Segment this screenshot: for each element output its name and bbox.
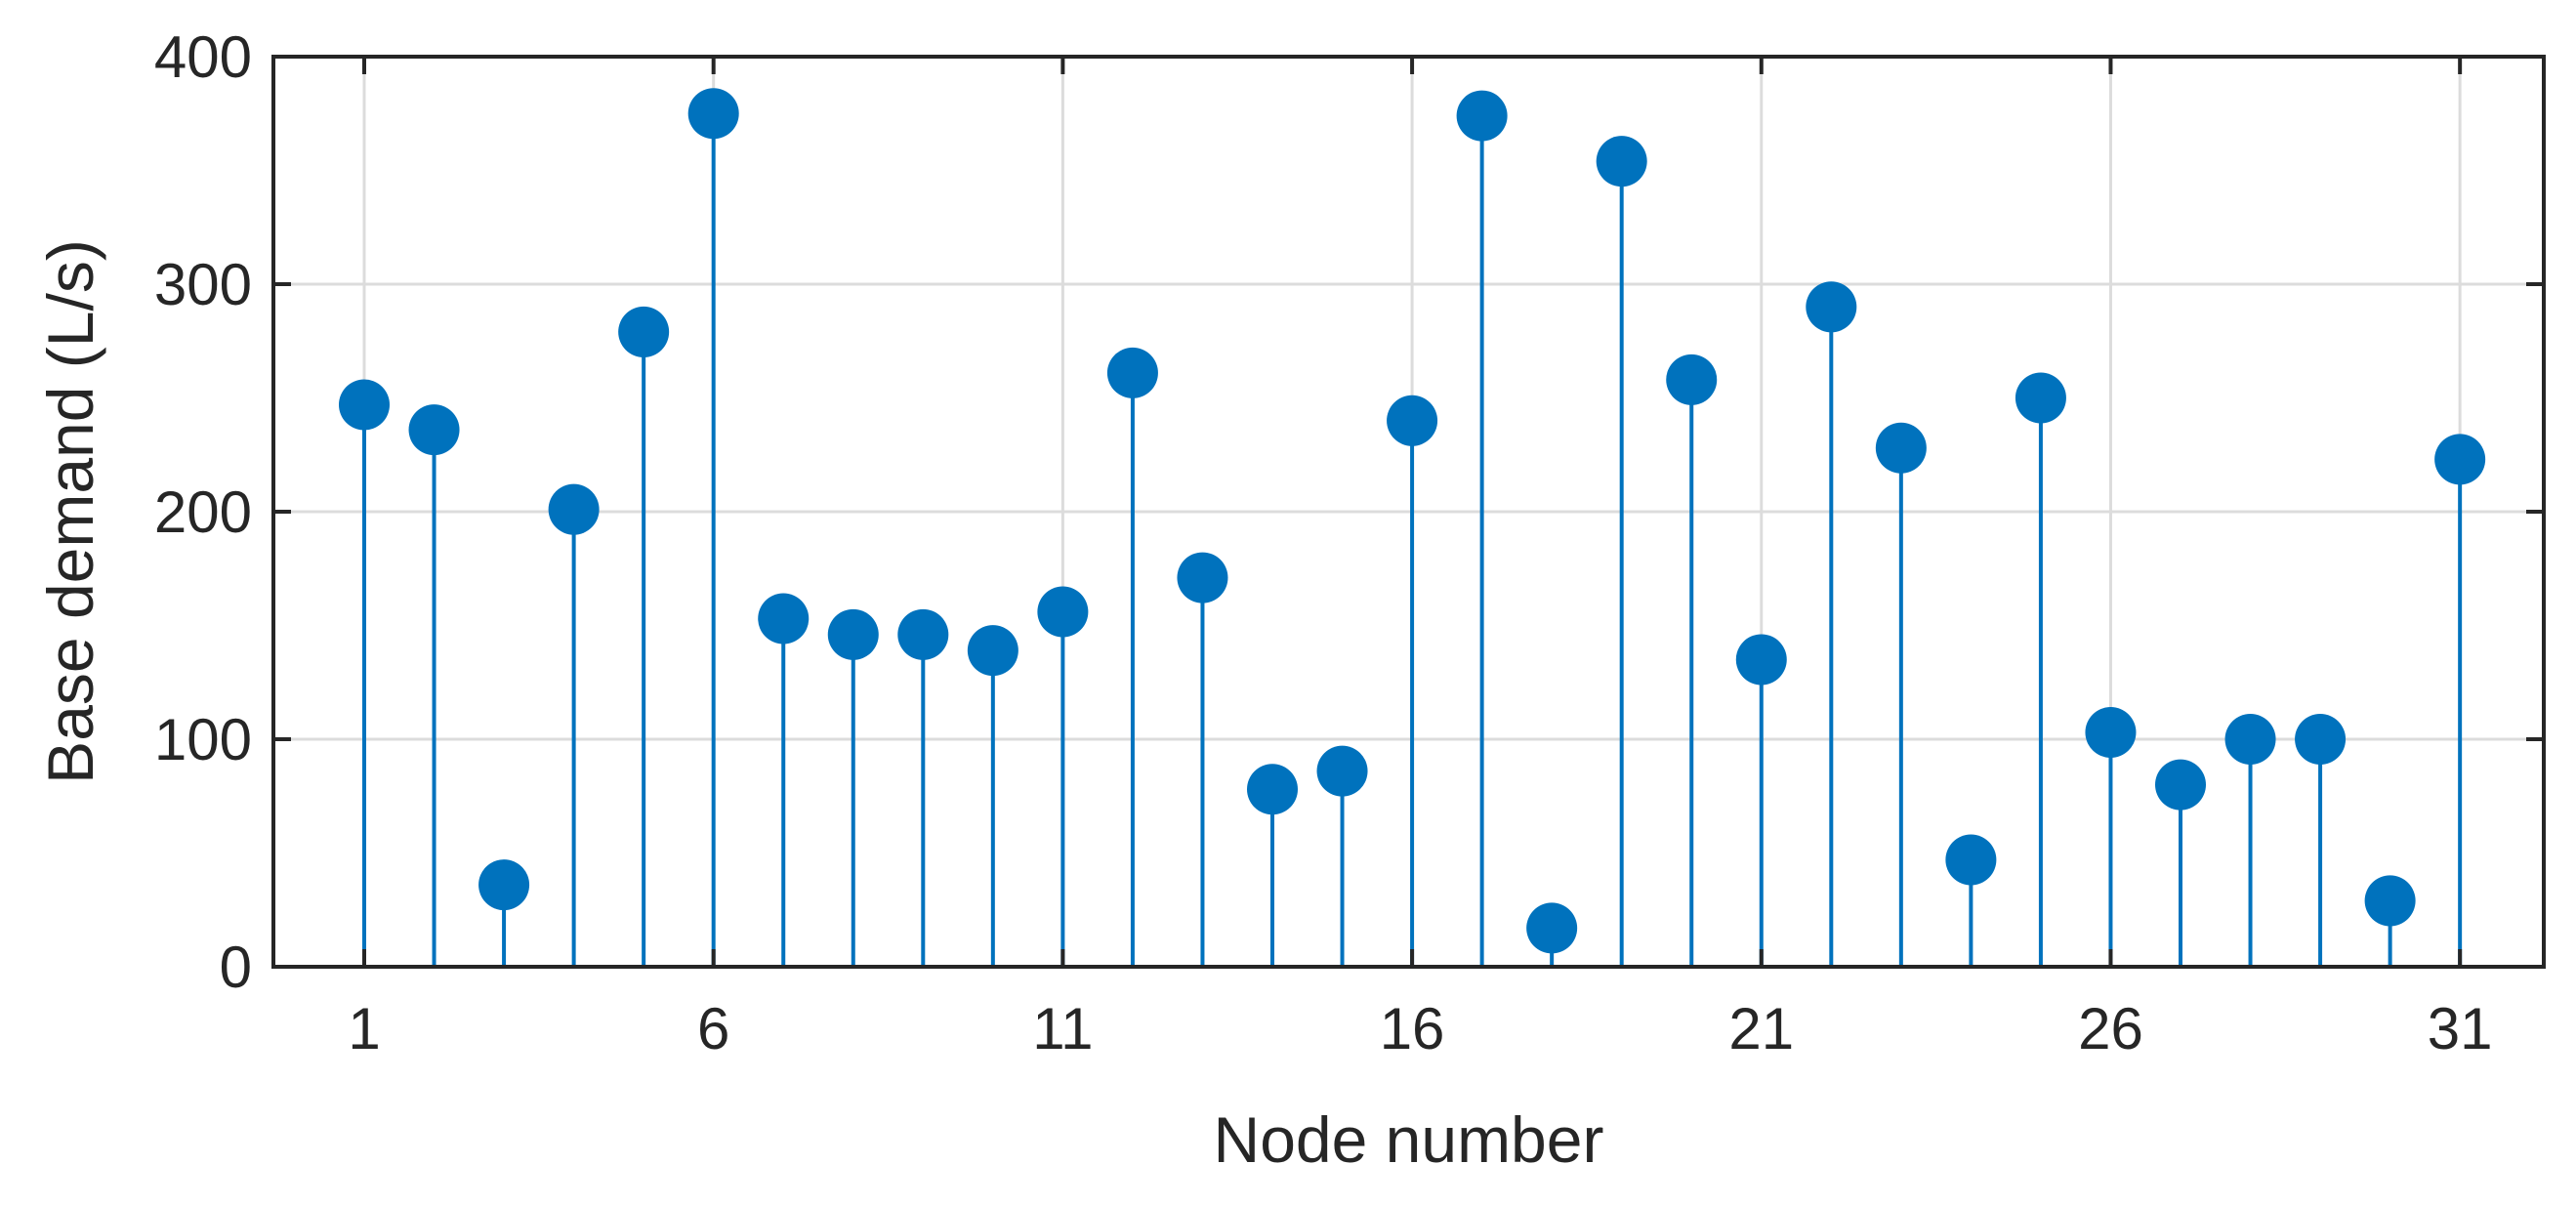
stem-marker [2155,759,2206,811]
y-axis-label: Base demand (L/s) [34,239,106,784]
stem-marker [2015,372,2066,424]
stem-marker [1177,552,1228,603]
stem-marker [1875,422,1927,474]
stem-marker [408,404,460,456]
x-axis-label: Node number [1214,1103,1604,1176]
stem-marker [1106,347,1158,398]
stem-marker [1316,745,1368,797]
stem-marker [897,608,949,660]
x-tick-label: 21 [1728,996,1794,1061]
y-tick-label: 0 [220,935,252,1000]
stem-marker [1596,136,1647,187]
y-tick-label: 200 [154,479,252,545]
y-tick-label: 100 [154,707,252,772]
x-tick-label: 31 [2428,996,2493,1061]
stem-marker [1247,764,1298,815]
x-tick-label: 11 [1032,996,1093,1061]
x-tick-label: 16 [1380,996,1445,1061]
stem-marker [1735,634,1787,686]
x-tick-label: 6 [697,996,729,1061]
x-tick-label: 26 [2078,996,2143,1061]
stem-marker [1945,834,1997,886]
stem-marker [1806,281,1857,333]
stem-marker [967,625,1018,677]
stem-marker [1037,586,1089,638]
stem-marker [687,88,739,140]
stem-marker [1666,353,1718,405]
stem-marker [2224,714,2276,765]
stem-marker [758,593,810,645]
stem-marker [618,306,670,357]
stem-marker [2434,434,2486,485]
stem-marker [548,483,600,535]
stem-marker [1387,395,1438,446]
stem-series [339,88,2486,967]
x-tick-label: 1 [348,996,380,1061]
stem-marker [1526,902,1578,954]
y-tick-label: 400 [154,24,252,90]
stem-marker [478,859,530,911]
stem-marker [339,379,390,431]
grid-lines [273,55,2544,969]
stem-marker [1456,90,1508,142]
stem-marker [2295,714,2347,765]
stem-marker [2364,875,2416,927]
y-tick-label: 300 [154,252,252,317]
stem-marker [2085,707,2137,759]
stem-marker [827,608,879,660]
